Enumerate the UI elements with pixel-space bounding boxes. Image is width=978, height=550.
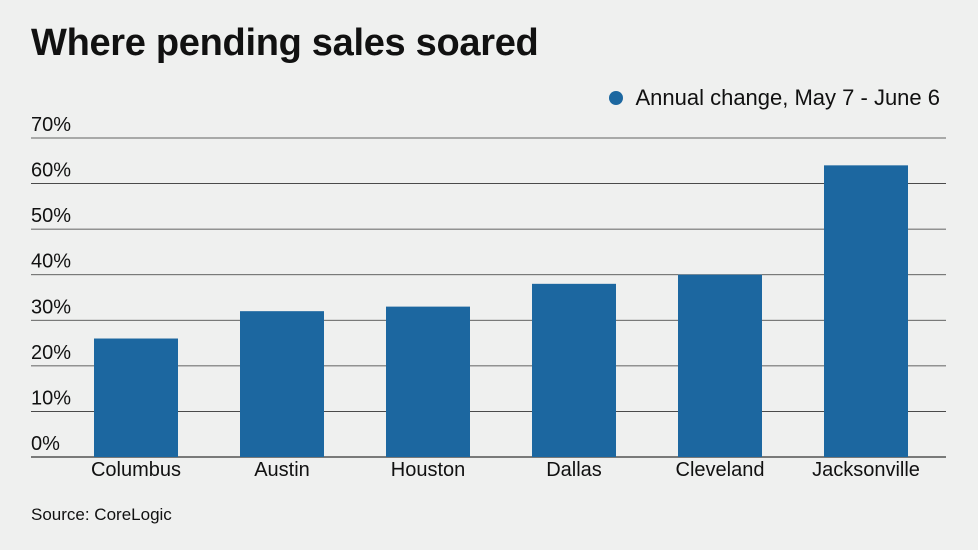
- y-tick-label: 40%: [31, 251, 71, 273]
- bars: [94, 165, 908, 458]
- y-axis-ticks: 0% 10% 20% 30% 40% 50% 60% 70%: [31, 114, 71, 455]
- x-tick-label: Jacksonville: [812, 459, 920, 481]
- bar-columbus: [94, 338, 178, 457]
- bar-cleveland: [678, 274, 762, 457]
- y-tick-label: 70%: [31, 114, 71, 136]
- bar-jacksonville: [824, 165, 908, 458]
- y-tick-label: 60%: [31, 160, 71, 182]
- x-tick-label: Cleveland: [676, 459, 765, 481]
- bar-houston: [386, 306, 470, 457]
- x-tick-label: Austin: [254, 459, 310, 481]
- x-tick-label: Houston: [391, 459, 466, 481]
- y-tick-label: 10%: [31, 387, 71, 409]
- x-axis-labels: Columbus Austin Houston Dallas Cleveland Jack…: [91, 459, 920, 481]
- x-tick-label: Dallas: [546, 459, 602, 481]
- y-tick-label: 50%: [31, 205, 71, 227]
- x-tick-label: Columbus: [91, 459, 181, 481]
- legend-label: Annual change, May 7 - June 6: [635, 85, 940, 110]
- legend-swatch: [609, 91, 624, 105]
- chart-title: Where pending sales soared: [31, 22, 539, 64]
- y-tick-label: 20%: [31, 342, 71, 364]
- y-tick-label: 30%: [31, 296, 71, 318]
- bar-austin: [240, 311, 324, 457]
- bar-dallas: [532, 283, 616, 457]
- legend: Annual change, May 7 - June 6: [609, 85, 940, 111]
- source-note: Source: CoreLogic: [31, 505, 172, 524]
- gridlines: [31, 137, 946, 458]
- y-tick-label: 0%: [31, 433, 60, 455]
